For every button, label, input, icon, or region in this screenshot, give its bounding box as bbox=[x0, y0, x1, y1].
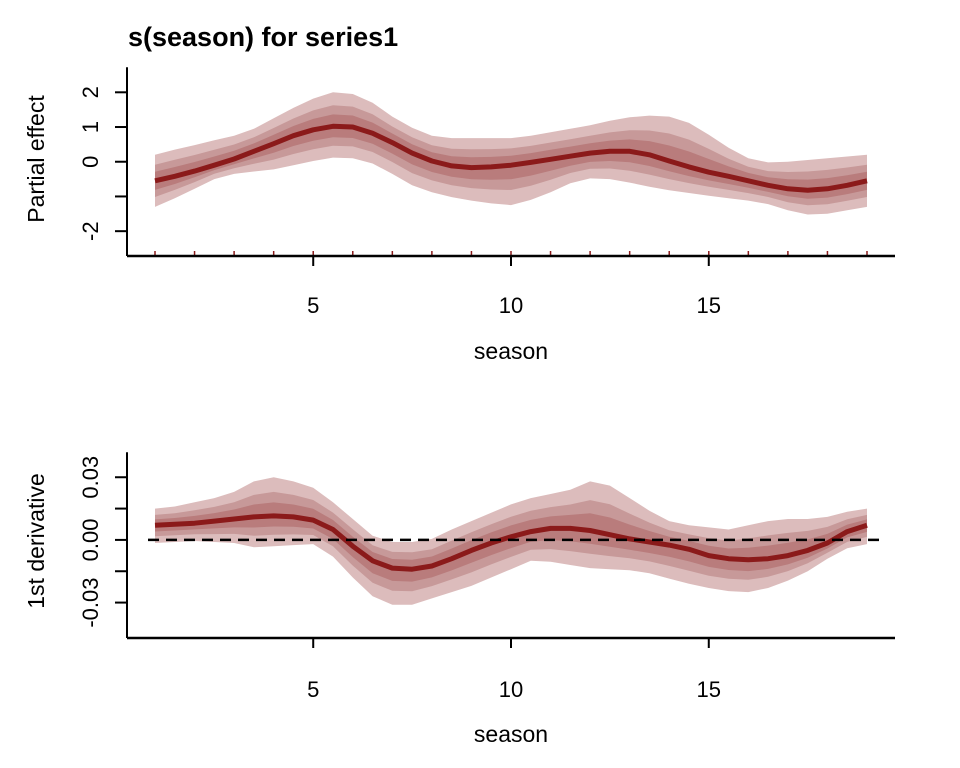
y-axis-label: 1st derivative bbox=[23, 473, 49, 609]
x-tick-label: 15 bbox=[697, 677, 721, 702]
y-tick-label: -2 bbox=[78, 221, 103, 241]
x-tick-label: 10 bbox=[499, 293, 523, 318]
first-derivative-panel: 5 10 15 0.03 0.00 -0.03 season 1st derivativ… bbox=[23, 452, 895, 747]
y-tick-label: 0 bbox=[78, 156, 103, 168]
y-tick-label: 0.03 bbox=[78, 456, 103, 499]
y-axis-ticks: 0.03 0.00 -0.03 bbox=[78, 456, 127, 628]
credible-interval-bands bbox=[155, 92, 867, 215]
x-tick-label: 5 bbox=[307, 677, 319, 702]
y-axis-ticks: 2 1 0 -2 bbox=[78, 86, 127, 241]
y-tick-label: -0.03 bbox=[78, 577, 103, 627]
y-tick-label: 2 bbox=[78, 86, 103, 98]
x-tick-label: 5 bbox=[307, 293, 319, 318]
x-tick-label: 15 bbox=[697, 293, 721, 318]
band-inner bbox=[155, 114, 867, 199]
x-axis-ticks: 5 10 15 bbox=[307, 256, 721, 318]
y-tick-label: 1 bbox=[78, 121, 103, 133]
x-tick-label: 10 bbox=[499, 677, 523, 702]
x-axis-ticks: 5 10 15 bbox=[307, 638, 721, 702]
y-axis-label: Partial effect bbox=[23, 95, 49, 223]
chart-title: s(season) for series1 bbox=[128, 22, 398, 52]
partial-effect-panel: s(season) for series1 5 10 15 210-2 season… bbox=[23, 22, 895, 364]
band-inner bbox=[155, 502, 867, 582]
x-axis-label: season bbox=[474, 338, 548, 364]
y-tick-label: 0.00 bbox=[78, 518, 103, 561]
median-line bbox=[154, 513, 868, 572]
median-line bbox=[154, 123, 868, 193]
x-axis-label: season bbox=[474, 721, 548, 747]
